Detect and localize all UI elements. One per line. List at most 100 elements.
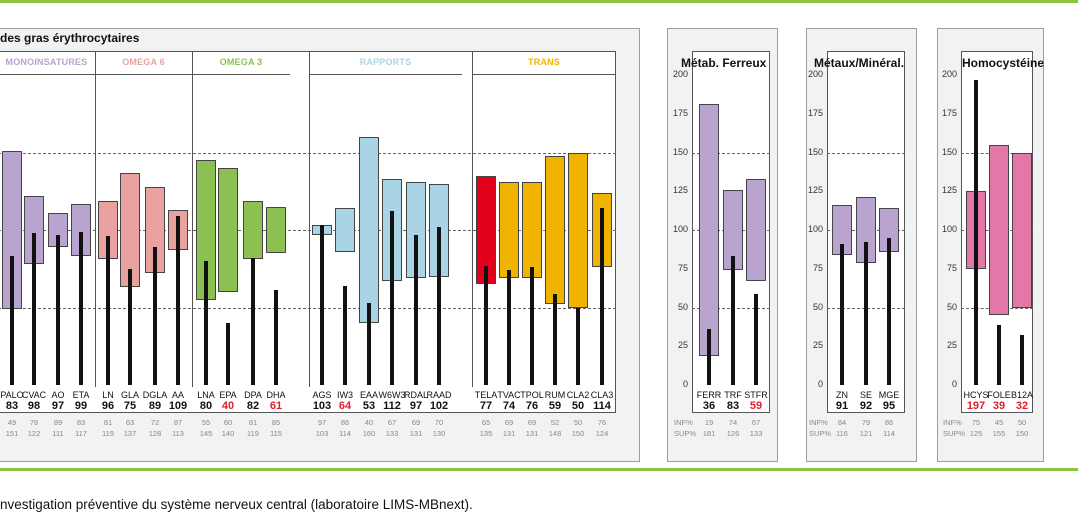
top-green-rule (0, 0, 1078, 3)
y-tick-label: 100 (672, 224, 688, 234)
chart-title-4: Homocystéine (962, 56, 1045, 70)
gridline-150 (692, 152, 770, 154)
group-title-1: OMEGA 6 (122, 57, 165, 67)
value-stick-ao (56, 234, 60, 385)
value-label-trf: 83 (726, 400, 740, 412)
x-label-ferr: FERR (696, 390, 722, 400)
y-tick-label: 200 (941, 69, 957, 79)
inf-value: 89 (53, 418, 63, 427)
x-label-dpa: DPA (244, 390, 262, 400)
sup-value: 103 (315, 429, 329, 438)
sup-value: 130 (432, 429, 446, 438)
value-stick-stfr (754, 293, 758, 385)
sup-value: 125 (969, 429, 983, 438)
sup-value: 135 (479, 429, 493, 438)
sup-row-label: SUP% (809, 429, 832, 438)
y-tick-label: 175 (672, 107, 688, 118)
y-tick-label: 0 (951, 379, 957, 389)
sup-value: 128 (148, 429, 162, 438)
value-stick-dpa (251, 257, 255, 385)
x-label-trf: TRF (724, 390, 742, 400)
inf-value: 65 (481, 418, 491, 427)
x-label-stfr: STFR (744, 390, 768, 400)
sup-value: 113 (172, 429, 184, 438)
x-label-iw3: IW3 (336, 390, 353, 400)
value-label-ferr: 36 (702, 400, 716, 412)
chart-title-2: Métab. Ferreux (681, 56, 767, 70)
group-title-4: TRANS (528, 57, 560, 67)
value-stick-b12a (1020, 335, 1024, 385)
value-stick-palo (10, 256, 14, 385)
sup-value: 150 (1015, 429, 1029, 438)
group-header-rule (309, 74, 462, 75)
value-stick-cla2 (576, 307, 580, 385)
gridline-50 (0, 307, 616, 309)
value-label-aa: 109 (168, 400, 188, 412)
value-label-ao: 97 (51, 400, 65, 412)
value-label-dha: 61 (269, 400, 283, 412)
y-tick-label: 200 (807, 69, 823, 79)
chart-title-1: des gras érythrocytaires (0, 31, 140, 45)
value-label-tela: 77 (479, 400, 493, 412)
inf-value: 70 (434, 418, 444, 427)
inf-value: 67 (387, 418, 397, 427)
sup-value: 137 (123, 429, 137, 438)
x-label-tela: TELA (474, 390, 498, 400)
value-label-rum: 59 (548, 400, 562, 412)
inf-value: 50 (1017, 418, 1027, 427)
figure-caption: nvestigation préventive du système nerve… (0, 497, 473, 512)
range-bar-dha (266, 206, 286, 254)
group-header-rule (95, 74, 192, 75)
x-label-tvac: TVAC (497, 390, 521, 400)
x-label-epa: EPA (219, 390, 237, 400)
value-label-ags: 103 (312, 400, 332, 412)
value-label-mge: 95 (882, 400, 896, 412)
value-label-dpa: 82 (246, 400, 260, 412)
sup-value: 126 (726, 429, 740, 438)
inf-value: 49 (7, 418, 17, 427)
inf-value: 78 (29, 418, 39, 427)
value-stick-ln (106, 236, 110, 385)
y-tick-label: 50 (812, 301, 823, 312)
inf-value: 87 (173, 418, 183, 427)
y-tick-label: 50 (677, 301, 688, 312)
sup-value: 145 (199, 429, 213, 438)
inf-value: 45 (994, 418, 1004, 427)
value-stick-mge (887, 237, 891, 385)
y-tick-label: 100 (807, 224, 823, 234)
value-label-tpol: 76 (525, 400, 539, 412)
value-stick-fole (997, 324, 1001, 385)
group-header-rule (472, 74, 616, 75)
group-separator (309, 51, 310, 387)
value-stick-rdal (414, 234, 418, 385)
sup-value: 121 (859, 429, 873, 438)
gridline-100 (0, 230, 616, 231)
chart-title-3: Métaux/Minéral. (814, 56, 905, 70)
inf-value: 50 (573, 418, 583, 427)
value-label-iw3: 64 (338, 400, 352, 412)
inf-value: 97 (317, 418, 327, 427)
x-label-ln: LN (102, 390, 114, 400)
range-bar-dpa (243, 200, 263, 260)
sup-value: 155 (992, 429, 1006, 438)
sup-value: 115 (270, 429, 282, 438)
inf-value: 85 (271, 418, 281, 427)
inf-value: 67 (751, 418, 761, 427)
inf-value: 40 (364, 418, 374, 427)
value-stick-hcys (974, 79, 978, 385)
sup-value: 133 (749, 429, 763, 438)
inf-value: 19 (704, 418, 714, 427)
group-separator (95, 51, 96, 387)
group-header-rule (192, 74, 290, 75)
sup-value: 114 (339, 429, 351, 438)
value-stick-gla (128, 268, 132, 385)
y-tick-label: 0 (817, 379, 823, 389)
y-tick-label: 0 (682, 379, 688, 389)
value-stick-lna (204, 261, 208, 385)
y-tick-label: 25 (677, 340, 688, 351)
y-tick-label: 150 (941, 146, 957, 157)
value-label-rdal: 97 (409, 400, 423, 412)
inf-value: 86 (340, 418, 350, 427)
sup-value: 151 (5, 429, 19, 438)
value-stick-dgla (153, 247, 157, 385)
